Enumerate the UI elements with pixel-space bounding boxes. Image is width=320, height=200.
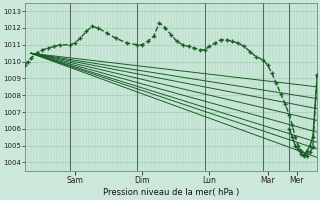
X-axis label: Pression niveau de la mer( hPa ): Pression niveau de la mer( hPa ) <box>103 188 239 197</box>
